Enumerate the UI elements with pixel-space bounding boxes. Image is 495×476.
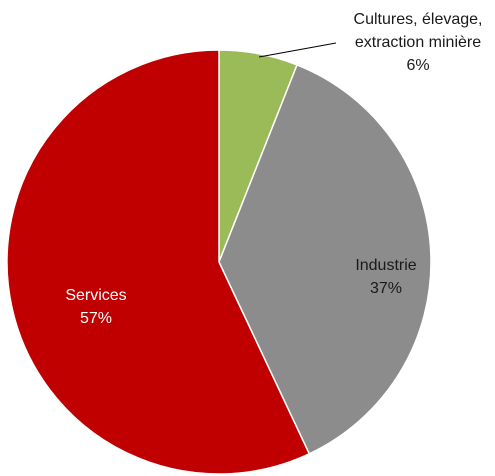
slice-percent-label-2: 57% xyxy=(80,310,112,327)
slice-percent-label-0: 6% xyxy=(406,57,429,74)
pie-slice-2 xyxy=(6,49,311,475)
leader-line-0 xyxy=(258,42,337,58)
slice-percent-label-1: 37% xyxy=(370,280,402,297)
slice-name-label-0: extraction minière xyxy=(355,34,481,51)
slice-name-label-2: Services xyxy=(65,287,126,304)
slice-name-label-0: Cultures, élevage, xyxy=(354,11,483,28)
slice-name-label-1: Industrie xyxy=(355,257,416,274)
pie-slice-1 xyxy=(218,63,432,455)
